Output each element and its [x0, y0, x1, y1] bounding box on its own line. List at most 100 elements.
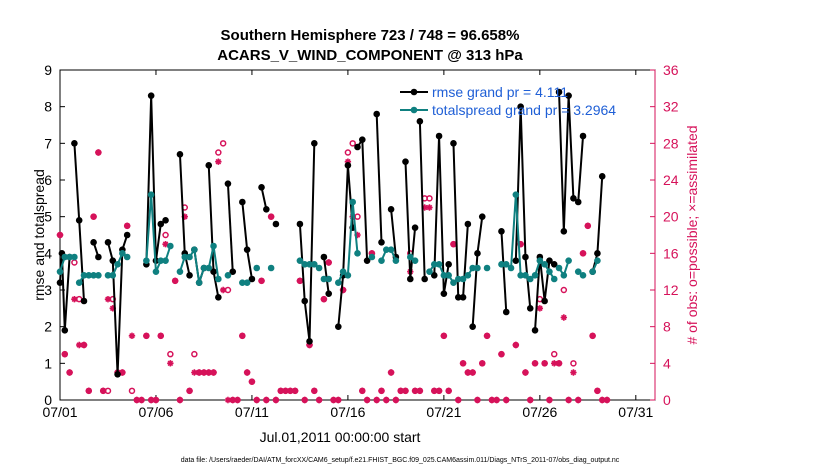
- obs-assimilated-point: [171, 277, 179, 285]
- obs-assimilated-point: [85, 387, 92, 395]
- obs-assimilated-point: [435, 387, 443, 395]
- rmse-line-segment: [145, 95, 167, 265]
- totalspread-point: [61, 253, 69, 261]
- totalspread-point: [507, 264, 515, 272]
- rmse-point: [272, 220, 280, 228]
- obs-possible-point: [219, 140, 227, 147]
- rmse-point: [402, 158, 409, 165]
- obs-assimilated-point: [541, 360, 548, 367]
- obs-assimilated-point: [344, 158, 352, 165]
- obs-assimilated-point: [392, 396, 400, 404]
- rmse-point: [229, 268, 237, 275]
- totalspread-point: [200, 264, 208, 272]
- y-axis-label-left: rmse and totalspread: [31, 169, 47, 301]
- rmse-point: [459, 294, 467, 301]
- totalspread-point: [522, 272, 529, 279]
- y-left-tick-label: 9: [44, 62, 52, 78]
- totalspread-point: [430, 261, 438, 268]
- totalspread-point: [119, 250, 126, 257]
- rmse-line-segment: [375, 113, 383, 243]
- totalspread-point: [162, 257, 169, 264]
- obs-assimilated-point: [282, 387, 289, 395]
- totalspread-point: [181, 253, 189, 261]
- obs-assimilated-point: [181, 213, 188, 220]
- rmse-point: [61, 327, 69, 334]
- rmse-point: [354, 143, 361, 151]
- totalspread-point: [483, 264, 491, 272]
- totalspread-point: [387, 246, 395, 253]
- obs-assimilated-point: [195, 369, 203, 376]
- totalspread-point: [75, 279, 83, 286]
- rmse-point: [104, 239, 112, 246]
- y-right-tick-label: 8: [663, 319, 671, 335]
- rmse-point: [406, 275, 414, 283]
- rmse-point: [598, 173, 606, 180]
- rmse-point: [306, 338, 313, 345]
- totalspread-point: [469, 264, 476, 272]
- totalspread-point: [526, 275, 534, 283]
- obs-assimilated-point: [229, 396, 236, 404]
- totalspread-point: [392, 257, 400, 264]
- obs-assimilated-point: [373, 396, 380, 404]
- obs-assimilated-point: [219, 286, 227, 294]
- chart-title-line2: ACARS_V_WIND_COMPONENT @ 313 hPa: [217, 47, 523, 64]
- rmse-point: [526, 305, 534, 312]
- obs-assimilated-point: [301, 396, 308, 404]
- rmse-point: [445, 261, 452, 268]
- obs-assimilated-point: [575, 396, 582, 404]
- totalspread-point: [114, 261, 121, 268]
- rmse-point: [435, 132, 443, 140]
- y-right-tick-label: 20: [663, 209, 679, 225]
- rmse-line-segment: [390, 209, 397, 258]
- obs-assimilated-point: [215, 158, 222, 165]
- obs-assimilated-point: [493, 396, 500, 404]
- rmse-point: [550, 261, 558, 268]
- x-tick-label: 07/01: [42, 404, 77, 420]
- totalspread-point: [267, 264, 275, 272]
- totalspread-point: [210, 242, 217, 250]
- totalspread-point: [306, 261, 313, 268]
- obs-assimilated-point: [397, 387, 404, 395]
- obs-assimilated-point: [474, 396, 481, 404]
- obs-assimilated-point: [445, 387, 452, 395]
- rmse-line-segment: [558, 91, 585, 232]
- obs-assimilated-point: [416, 387, 424, 395]
- obs-assimilated-point: [536, 305, 544, 312]
- obs-assimilated-point: [527, 396, 534, 404]
- legend-totalspread-marker: [410, 106, 418, 114]
- obs-assimilated-point: [483, 332, 491, 340]
- obs-assimilated-point: [517, 240, 524, 248]
- x-tick-label: 07/21: [426, 404, 461, 420]
- obs-assimilated-point: [224, 396, 232, 404]
- y-left-tick-label: 4: [44, 245, 52, 261]
- obs-possible-point: [426, 195, 433, 202]
- obs-assimilated-point: [277, 387, 284, 395]
- rmse-point: [258, 184, 265, 191]
- totalspread-point: [123, 253, 131, 261]
- totalspread-point: [440, 272, 448, 279]
- obs-assimilated-point: [603, 396, 611, 404]
- obs-possible-point: [71, 259, 78, 266]
- plot-area: 07/01 07/06 07/11 07/16 07/21 07/26 07/3101234…: [42, 62, 678, 420]
- obs-assimilated-point: [450, 240, 457, 248]
- rmse-point: [416, 118, 424, 125]
- obs-possible-point: [162, 231, 169, 239]
- obs-assimilated-point: [522, 369, 529, 376]
- totalspread-point: [426, 268, 433, 275]
- obs-possible-point: [349, 140, 356, 147]
- obs-assimilated-point: [167, 360, 174, 367]
- chart-title-line1: Southern Hemisphere 723 / 748 = 96.658%: [221, 27, 520, 44]
- totalspread-point: [147, 191, 155, 198]
- totalspread-point: [546, 268, 553, 275]
- y-left-tick-label: 6: [44, 172, 52, 188]
- rmse-point: [421, 275, 428, 283]
- obs-assimilated-point: [90, 213, 97, 220]
- rmse-point: [512, 257, 520, 264]
- rmse-point: [541, 297, 548, 305]
- totalspread-point: [512, 191, 520, 198]
- obs-assimilated-point: [205, 369, 212, 376]
- obs-assimilated-point: [469, 369, 476, 376]
- obs-assimilated-point: [411, 387, 419, 395]
- totalspread-point: [378, 257, 385, 264]
- totalspread-point: [344, 272, 352, 279]
